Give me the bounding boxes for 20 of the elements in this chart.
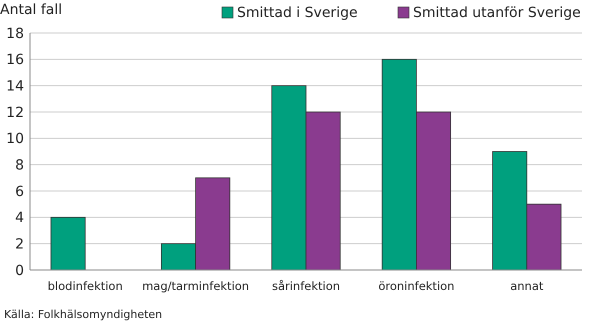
y-tick-label: 18 — [6, 26, 24, 42]
y-tick-label: 16 — [6, 52, 24, 68]
y-tick-label: 14 — [6, 78, 24, 95]
x-tick-label: mag/tarminfektion — [142, 279, 250, 293]
y-tick-label: 4 — [15, 210, 24, 226]
x-tick-label: sårinfektion — [272, 279, 340, 293]
y-tick-label: 2 — [15, 236, 24, 253]
y-axis-title: Antal fall — [0, 2, 62, 18]
y-tick-label: 8 — [15, 158, 24, 174]
y-tick-label: 12 — [6, 104, 24, 121]
x-tick-label: blodinfektion — [48, 279, 123, 293]
y-tick-label: 0 — [15, 262, 24, 279]
bar — [50, 216, 86, 270]
x-tick-label: öroninfektion — [378, 279, 454, 293]
legend-label: Smittad i Sverige — [237, 5, 358, 21]
x-tick-label: annat — [510, 279, 544, 293]
y-tick-label: 6 — [15, 184, 24, 200]
y-tick-label: 10 — [6, 131, 24, 148]
text: Källa: Folkhälsomyndigheten — [4, 308, 162, 321]
legend-label: Smittad utanför Sverige — [413, 5, 581, 21]
